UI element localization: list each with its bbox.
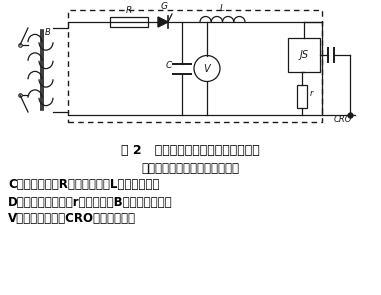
Text: CRO: CRO [334, 115, 352, 124]
Text: R: R [126, 6, 132, 15]
Text: JS: JS [299, 50, 309, 60]
Text: C: C [166, 61, 172, 71]
Text: B: B [45, 28, 51, 37]
Circle shape [194, 55, 220, 81]
Text: C－充电电容；R－充电电阵；L－阻尼电感；: C－充电电容；R－充电电阵；L－阻尼电感； [8, 178, 159, 191]
Text: D－整流硅二极管；r－分流器；B－试验变压器；: D－整流硅二极管；r－分流器；B－试验变压器； [8, 196, 173, 209]
Bar [297, 85, 307, 108]
Text: V－静电电压表；CRO－高压示波器: V－静电电压表；CRO－高压示波器 [8, 212, 136, 224]
Bar [110, 17, 148, 27]
Text: （虚线框内为冲击电流发生器）: （虚线框内为冲击电流发生器） [141, 161, 239, 175]
Polygon shape [158, 17, 168, 27]
Bar [288, 38, 320, 72]
Text: V: V [204, 63, 210, 73]
Text: L: L [220, 4, 225, 13]
Text: r: r [309, 89, 313, 99]
Text: G: G [160, 2, 168, 11]
Text: 图 2   标准冲击电流检测法的原理接线: 图 2 标准冲击电流检测法的原理接线 [121, 143, 259, 157]
